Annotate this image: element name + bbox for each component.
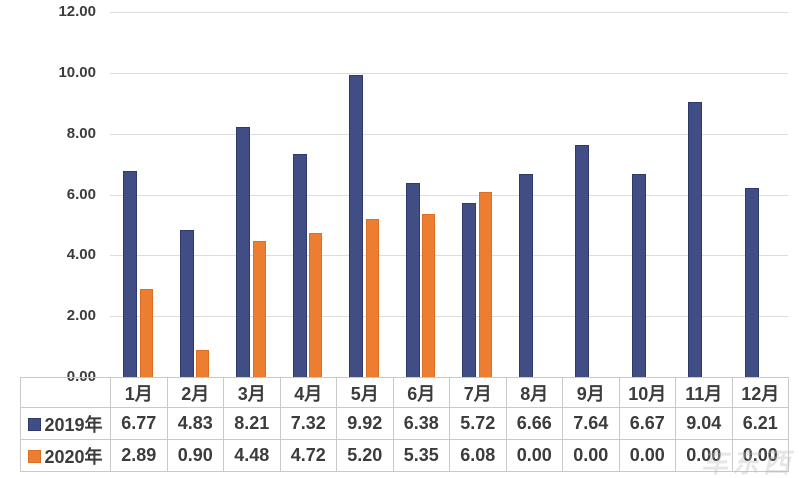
month-header-cell: 4月 [279, 377, 337, 408]
value-cell: 0.00 [505, 439, 563, 472]
month-header-cell: 5月 [336, 377, 394, 408]
month-header-cell: 7月 [449, 377, 507, 408]
y-axis-tick-label: 4.00 [66, 246, 96, 263]
value-cell: 0.90 [166, 439, 224, 472]
bar-2020年-2月 [196, 350, 209, 377]
month-header-cell: 12月 [731, 377, 789, 408]
value-cell: 4.72 [279, 439, 337, 472]
gridline [110, 134, 788, 135]
chart-data-table: 1月 2月 3月 4月 5月 6月 7月 8月 9月 10月 11月 12月 2019年 6.77 4.83… [20, 377, 789, 472]
value-cell: 4.83 [166, 407, 224, 440]
series-name: 2019年 [44, 414, 103, 435]
y-axis-tick-label: 10.00 [58, 64, 96, 81]
value-cell: 8.21 [223, 407, 281, 440]
legend-swatch-2019年 [28, 417, 42, 431]
y-axis-tick-label: 6.00 [66, 186, 96, 203]
month-header-cell: 6月 [392, 377, 450, 408]
value-cell: 7.64 [562, 407, 620, 440]
bar-2020年-3月 [253, 241, 266, 377]
bar-2019年-12月 [745, 188, 759, 377]
value-cell: 6.21 [731, 407, 789, 440]
value-cell: 9.04 [675, 407, 733, 440]
value-cell: 0.00 [675, 439, 733, 472]
bar-2020年-5月 [366, 219, 379, 377]
y-axis-tick-label: 12.00 [58, 3, 96, 20]
gridline [110, 12, 788, 13]
bar-2020年-6月 [422, 214, 435, 377]
bar-2020年-1月 [140, 289, 153, 377]
bar-2019年-1月 [123, 171, 137, 377]
value-cell: 6.67 [618, 407, 676, 440]
value-cell: 2.89 [110, 439, 168, 472]
bar-2019年-11月 [688, 102, 702, 377]
bar-2019年-5月 [349, 75, 363, 377]
series-label-cell: 2020年 [20, 439, 111, 472]
value-cell: 7.32 [279, 407, 337, 440]
legend-swatch-2020年 [28, 449, 42, 463]
month-header-cell: 11月 [675, 377, 733, 408]
value-cell: 9.92 [336, 407, 394, 440]
bar-2019年-3月 [236, 127, 250, 377]
value-cell: 6.66 [505, 407, 563, 440]
y-axis-tick-label: 2.00 [66, 307, 96, 324]
gridline [110, 316, 788, 317]
value-cell: 6.38 [392, 407, 450, 440]
value-cell: 5.72 [449, 407, 507, 440]
gridline [110, 255, 788, 256]
bar-2019年-10月 [632, 174, 646, 377]
month-header-cell: 1月 [110, 377, 168, 408]
value-cell: 5.20 [336, 439, 394, 472]
bar-2019年-6月 [406, 183, 420, 377]
bar-2020年-4月 [309, 233, 322, 377]
bar-2020年-7月 [479, 192, 492, 377]
value-cell: 0.00 [562, 439, 620, 472]
gridline [110, 73, 788, 74]
month-header-cell: 8月 [505, 377, 563, 408]
value-cell: 6.08 [449, 439, 507, 472]
bar-2019年-9月 [575, 145, 589, 377]
bar-2019年-2月 [180, 230, 194, 377]
bar-2019年-4月 [293, 154, 307, 377]
table-corner-cell [20, 377, 111, 408]
bar-2019年-7月 [462, 203, 476, 377]
value-cell: 4.48 [223, 439, 281, 472]
value-cell: 0.00 [731, 439, 789, 472]
series-label-cell: 2019年 [20, 407, 111, 440]
value-cell: 0.00 [618, 439, 676, 472]
bar-2019年-8月 [519, 174, 533, 377]
series-name: 2020年 [44, 446, 103, 467]
month-header-cell: 2月 [166, 377, 224, 408]
value-cell: 5.35 [392, 439, 450, 472]
gridline [110, 195, 788, 196]
value-cell: 6.77 [110, 407, 168, 440]
month-header-cell: 9月 [562, 377, 620, 408]
month-header-cell: 3月 [223, 377, 281, 408]
y-axis-tick-label: 8.00 [66, 125, 96, 142]
month-header-cell: 10月 [618, 377, 676, 408]
